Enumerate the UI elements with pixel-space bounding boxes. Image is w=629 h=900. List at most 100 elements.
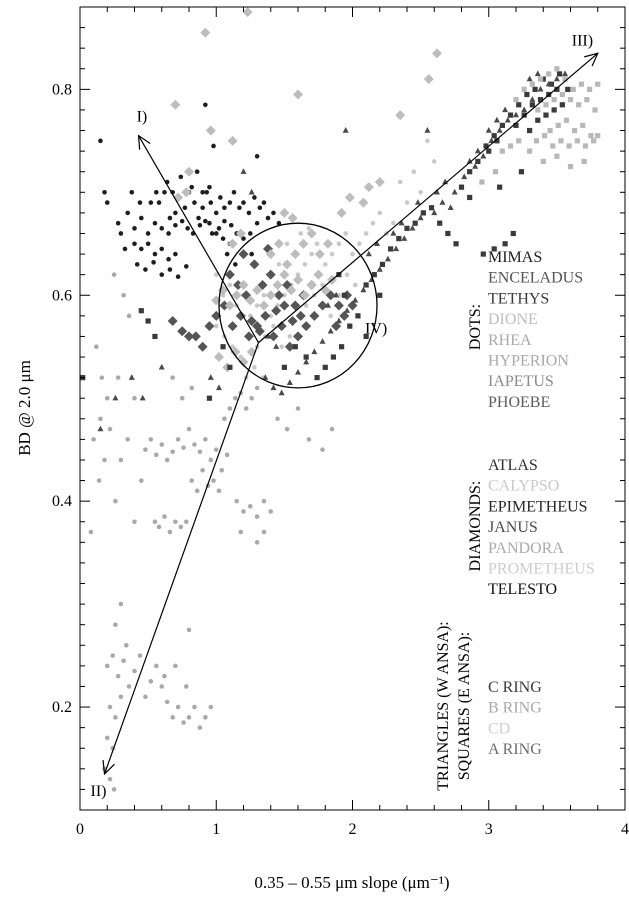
data-point-diamond (224, 269, 235, 280)
data-point-square (355, 313, 361, 319)
data-point-dot (200, 205, 205, 211)
data-point-dot (204, 190, 210, 195)
data-point-dot (143, 694, 148, 700)
data-point-square (554, 86, 560, 92)
data-point-dot (154, 663, 159, 669)
data-point-dot (178, 174, 184, 180)
data-point-dot (298, 231, 304, 236)
data-point-square (437, 220, 443, 226)
data-point-square (363, 333, 369, 340)
data-point-dot (179, 218, 185, 224)
data-point-dot (248, 504, 253, 509)
data-point-square (550, 143, 556, 149)
data-point-triangle (488, 137, 495, 144)
data-point-square (586, 86, 593, 92)
data-point-dot (156, 200, 162, 205)
data-point-diamond (167, 315, 178, 326)
data-point-diamond (293, 89, 303, 100)
data-point-diamond (233, 279, 244, 290)
data-point-dot (203, 715, 208, 720)
data-point-square (555, 122, 561, 128)
data-point-square (502, 241, 508, 247)
data-point-square (467, 194, 473, 201)
data-point-dot (102, 190, 107, 195)
data-point-dot (154, 190, 159, 195)
data-point-triangle (158, 363, 165, 370)
data-point-triangle (485, 127, 492, 133)
data-point-dot (104, 735, 110, 741)
data-point-diamond (260, 310, 271, 321)
data-point-square (314, 375, 320, 381)
data-point-square (152, 333, 158, 340)
arrow-label-0: I) (137, 109, 148, 126)
region-circle (218, 222, 378, 389)
data-point-dot (228, 222, 234, 228)
data-point-square (507, 143, 514, 149)
data-point-dot (164, 699, 170, 705)
legend-dots-entry-4: RHEA (488, 332, 532, 349)
data-point-dot (181, 720, 186, 725)
data-point-dot (183, 264, 189, 269)
data-point-dot (173, 210, 178, 216)
data-point-diamond (293, 331, 303, 342)
data-point-square (547, 127, 553, 134)
data-point-triangle (97, 425, 104, 432)
legend-dots-entry-6: IAPETUS (488, 373, 554, 390)
y-tick-label-2: 0.6 (52, 287, 72, 304)
data-point-square (563, 117, 570, 123)
data-point-triangle (537, 85, 544, 92)
data-point-dot (98, 138, 103, 144)
data-point-diamond (347, 300, 358, 311)
data-point-square (554, 66, 560, 72)
data-point-square (591, 138, 597, 144)
data-point-dot (194, 488, 200, 494)
data-point-dot (287, 334, 293, 339)
data-point-square (527, 127, 533, 134)
annotations: I) II) III) IV) (91, 32, 599, 800)
data-point-square (396, 236, 402, 242)
data-point-diamond (286, 285, 297, 296)
data-point-dot (241, 200, 246, 205)
data-point-diamond (287, 213, 298, 224)
data-point-dot (254, 153, 260, 159)
data-point-diamond (284, 341, 295, 352)
data-point-dot (91, 437, 96, 442)
data-point-square (499, 148, 505, 154)
data-point-diamond (197, 341, 208, 352)
data-point-diamond (184, 331, 194, 342)
data-point-diamond (249, 259, 260, 270)
data-point-dot (197, 449, 203, 455)
data-point-dot (156, 524, 162, 530)
data-point-square (330, 354, 337, 360)
data-point-dot (363, 231, 369, 236)
x-tick-label-1: 1 (212, 821, 220, 838)
data-point-dot (216, 226, 222, 231)
data-point-dot (295, 406, 301, 411)
data-point-square (521, 86, 527, 92)
arrow-line-1 (103, 342, 260, 775)
data-point-square (551, 107, 557, 113)
data-point-square (412, 220, 418, 226)
data-point-triangle (352, 296, 359, 303)
data-point-square (453, 241, 459, 247)
data-point-dot (306, 226, 312, 231)
data-point-square (388, 246, 394, 252)
data-point-dot (162, 514, 167, 519)
legend-dots-entry-0: MIMAS (488, 249, 542, 266)
data-point-triangle (265, 332, 272, 339)
data-point-diamond (170, 99, 181, 110)
data-point-dot (211, 143, 216, 149)
data-point-dot (279, 344, 284, 350)
data-point-square (543, 102, 549, 108)
data-point-dot (261, 292, 267, 298)
data-point-dot (243, 406, 249, 411)
data-point-dot (391, 220, 396, 226)
data-point-dot (173, 222, 178, 228)
data-point-triangle (417, 214, 424, 221)
data-point-dot (181, 445, 186, 450)
data-point-square (543, 112, 549, 118)
data-point-triangle (409, 224, 416, 231)
data-point-dot (213, 231, 219, 236)
data-point-triangle (502, 106, 509, 113)
